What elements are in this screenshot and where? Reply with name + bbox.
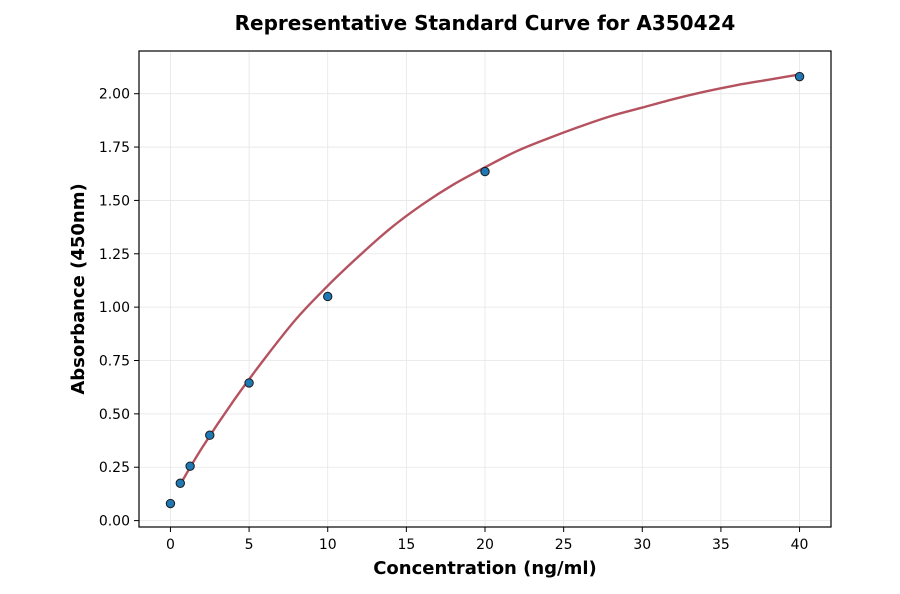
- data-point: [480, 166, 490, 177]
- y-tick-label: 1.25: [99, 247, 130, 263]
- y-tick-label: 1.50: [99, 193, 130, 209]
- data-point: [244, 378, 254, 388]
- y-tick-label: 2.00: [99, 87, 130, 103]
- y-tick-label: 0.00: [99, 514, 130, 530]
- data-point: [185, 461, 195, 471]
- x-axis-label: Concentration (ng/ml): [373, 558, 597, 579]
- x-axis-ticks: 0 5 10 15 20 25 30 35 40: [166, 527, 808, 553]
- y-tick-label: 0.25: [99, 460, 130, 476]
- y-axis-ticks: 0.00 0.25 0.50 0.75 1.00 1.25 1.50 1.75 2.00: [99, 87, 139, 530]
- x-tick-label: 30: [633, 537, 651, 553]
- x-tick-label: 5: [245, 537, 254, 553]
- data-point: [165, 498, 176, 509]
- x-tick-label: 25: [555, 537, 573, 553]
- x-tick-label: 20: [476, 537, 494, 553]
- x-tick-label: 15: [397, 537, 415, 553]
- y-tick-label: 1.00: [99, 300, 130, 316]
- x-tick-label: 0: [166, 537, 175, 553]
- x-tick-label: 40: [791, 537, 809, 553]
- data-point: [175, 478, 185, 488]
- grid-layer: [139, 51, 831, 527]
- data-point: [794, 71, 805, 82]
- data-point: [323, 291, 333, 302]
- y-tick-label: 0.75: [99, 354, 130, 370]
- x-tick-label: 10: [319, 537, 337, 553]
- x-tick-label: 35: [712, 537, 730, 553]
- data-point: [205, 430, 215, 440]
- y-tick-label: 1.75: [99, 140, 130, 156]
- y-axis-label: Absorbance (450nm): [68, 183, 89, 394]
- y-tick-label: 0.50: [99, 407, 130, 423]
- fit-curve-layer: [179, 73, 801, 486]
- fit-curve: [179, 73, 801, 486]
- data-points-layer: [165, 71, 805, 509]
- chart-title: Representative Standard Curve for A35042…: [235, 11, 736, 35]
